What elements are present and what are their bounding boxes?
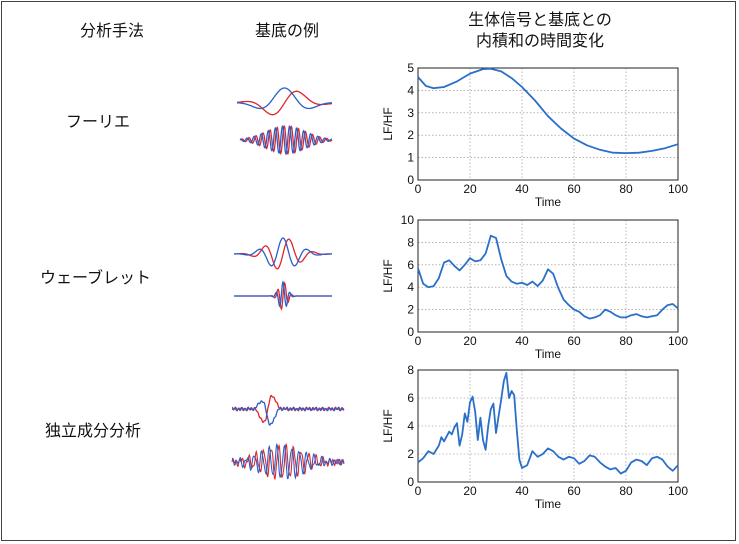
y-tick-label: 0 [407, 173, 414, 187]
x-tick-label: 100 [668, 484, 688, 498]
y-tick-label: 2 [407, 447, 414, 461]
x-axis-label: Time [535, 347, 562, 361]
y-tick-label: 4 [407, 280, 414, 294]
wavelet-basis-red-wave [234, 238, 332, 270]
x-tick-label: 40 [515, 334, 529, 348]
y-tick-label: 3 [407, 106, 414, 120]
plot-frame [417, 369, 679, 483]
method-label-fourier: フーリエ [66, 112, 131, 131]
y-tick-label: 0 [407, 325, 414, 339]
y-tick-label: 8 [407, 363, 414, 377]
y-tick-label: 2 [407, 128, 414, 142]
y-tick-label: 1 [407, 151, 414, 165]
y-axis-label: LF/HF [381, 107, 395, 140]
method-label-wavelet: ウェーブレット [40, 268, 152, 287]
header-result-line2: 内積和の時間変化 [475, 31, 604, 50]
y-tick-label: 2 [407, 303, 414, 317]
wavelet-basis-blue-wave [234, 237, 332, 267]
x-tick-label: 40 [515, 182, 529, 196]
x-tick-label: 80 [619, 182, 633, 196]
y-tick-label: 10 [401, 213, 415, 227]
x-tick-label: 20 [463, 182, 477, 196]
x-tick-label: 100 [668, 334, 688, 348]
x-tick-label: 60 [567, 334, 581, 348]
y-tick-label: 4 [407, 419, 414, 433]
x-axis-label: Time [535, 195, 562, 209]
y-tick-label: 6 [407, 258, 414, 272]
x-tick-label: 20 [463, 334, 477, 348]
basis-fourier-illustration [237, 87, 333, 156]
wavelet-basis-blue-narrow-wave [234, 280, 332, 308]
x-tick-label: 0 [415, 334, 422, 348]
y-tick-label: 6 [407, 391, 414, 405]
x-tick-label: 80 [619, 334, 633, 348]
x-tick-label: 0 [415, 182, 422, 196]
x-tick-label: 40 [515, 484, 529, 498]
basis-ica-illustration [231, 394, 345, 481]
y-tick-label: 8 [407, 235, 414, 249]
header-result-line1: 生体信号と基底との [468, 10, 612, 29]
header-method: 分析手法 [79, 21, 144, 40]
method-label-ica: 独立成分分析 [45, 421, 142, 440]
chart-wavelet: 0 20 40 60 80 100 0 2 4 6 8 10 Time LF/HF [381, 213, 688, 361]
y-axis-label: LF/HF [381, 259, 395, 292]
plot-frame [417, 67, 679, 181]
series-line [417, 234, 679, 320]
y-tick-label: 0 [407, 475, 414, 489]
y-tick-label: 5 [407, 61, 414, 75]
x-tick-label: 60 [567, 182, 581, 196]
x-tick-label: 20 [463, 484, 477, 498]
x-tick-label: 0 [415, 484, 422, 498]
x-tick-label: 100 [668, 182, 688, 196]
ica-basis-blue-burst [231, 442, 345, 480]
fourier-basis-red-dense-wave [239, 125, 333, 155]
ica-basis-blue-transient [231, 400, 345, 426]
plot-frame [417, 219, 679, 333]
fourier-basis-blue-wave [237, 87, 332, 110]
series-line [417, 371, 679, 475]
fourier-basis-red-wave [237, 90, 332, 116]
header-basis: 基底の例 [254, 21, 319, 40]
x-tick-label: 80 [619, 484, 633, 498]
y-axis-label: LF/HF [381, 409, 395, 442]
fourier-basis-blue-dense-wave [240, 125, 332, 156]
chart-ica: 0 20 40 60 80 100 0 2 4 6 8 Time LF/HF [381, 363, 688, 511]
series-line [417, 67, 679, 154]
y-tick-label: 4 [407, 83, 414, 97]
x-tick-label: 60 [567, 484, 581, 498]
x-axis-label: Time [535, 497, 562, 511]
chart-fourier: 0 20 40 60 80 100 0 1 2 3 4 5 Time LF/HF [381, 61, 688, 209]
basis-wavelet-illustration [234, 237, 332, 311]
